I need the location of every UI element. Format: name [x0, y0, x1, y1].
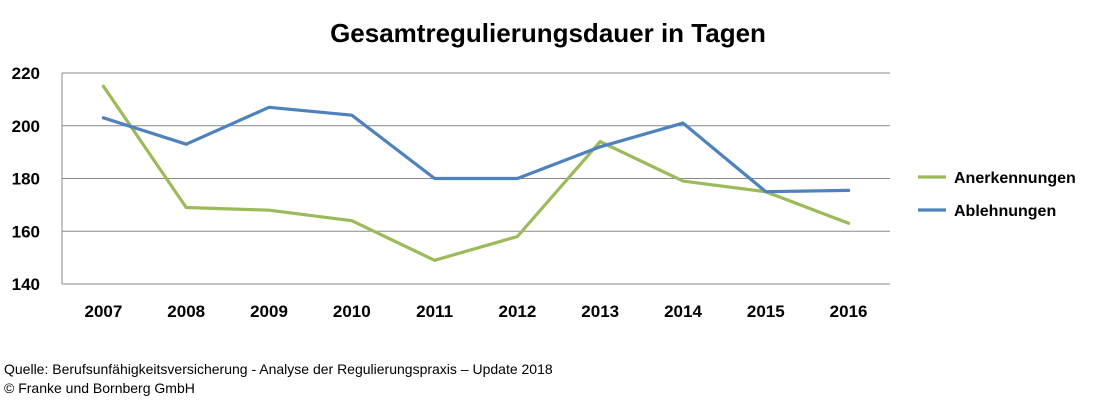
y-tick-label: 200: [12, 117, 40, 136]
axes: 140 160 180 200 220 2007 2008 2009 2010 2011 2012 2…: [12, 64, 890, 321]
chart-title: Gesamtregulierungsdauer in Tagen: [330, 18, 766, 48]
data-point: [184, 206, 188, 209]
line-chart: Gesamtregulierungsdauer in Tagen 1401601…: [12, 18, 1076, 321]
series-lines: [101, 84, 851, 262]
x-tick-label: 2015: [747, 302, 785, 321]
x-tick-label: 2011: [416, 302, 453, 321]
data-point: [516, 177, 519, 180]
x-tick-label: 2013: [581, 302, 619, 321]
y-tick-label: 160: [12, 222, 40, 241]
data-point: [184, 142, 188, 146]
copyright-caption: © Franke und Bornberg GmbH: [4, 380, 195, 396]
data-point: [102, 116, 105, 120]
data-point: [764, 190, 768, 194]
y-tick-label: 180: [12, 170, 40, 189]
data-point: [681, 121, 685, 125]
data-point: [433, 258, 436, 262]
x-tick-label: 2008: [167, 302, 205, 321]
data-point: [681, 179, 685, 183]
x-tick-label: 2010: [333, 302, 371, 321]
x-tick-label: 2009: [250, 302, 288, 321]
series-line-ablehnungen: [101, 105, 851, 194]
data-point: [847, 188, 850, 192]
data-point: [350, 219, 354, 223]
data-point: [102, 84, 105, 88]
x-tick-label: 2016: [830, 302, 868, 321]
data-point: [598, 140, 602, 143]
data-point: [267, 105, 271, 109]
legend-label: Ablehnungen: [954, 203, 1056, 220]
x-tick-label: 2012: [498, 302, 536, 321]
source-caption: Quelle: Berufsunfähigkeitsversicherung -…: [4, 361, 553, 377]
data-point: [433, 177, 436, 180]
data-point: [516, 235, 519, 238]
series-line-anerkennungen: [101, 84, 851, 262]
data-point: [267, 208, 271, 212]
x-tick-label: 2014: [664, 302, 702, 321]
data-point: [598, 145, 602, 149]
data-point: [847, 221, 850, 225]
y-tick-label: 220: [12, 64, 40, 83]
x-tick-label: 2007: [84, 302, 122, 321]
legend: Anerkennungen Ablehnungen: [918, 170, 1076, 220]
legend-label: Anerkennungen: [954, 170, 1076, 187]
y-tick-label: 140: [12, 275, 40, 294]
data-point: [350, 113, 354, 117]
